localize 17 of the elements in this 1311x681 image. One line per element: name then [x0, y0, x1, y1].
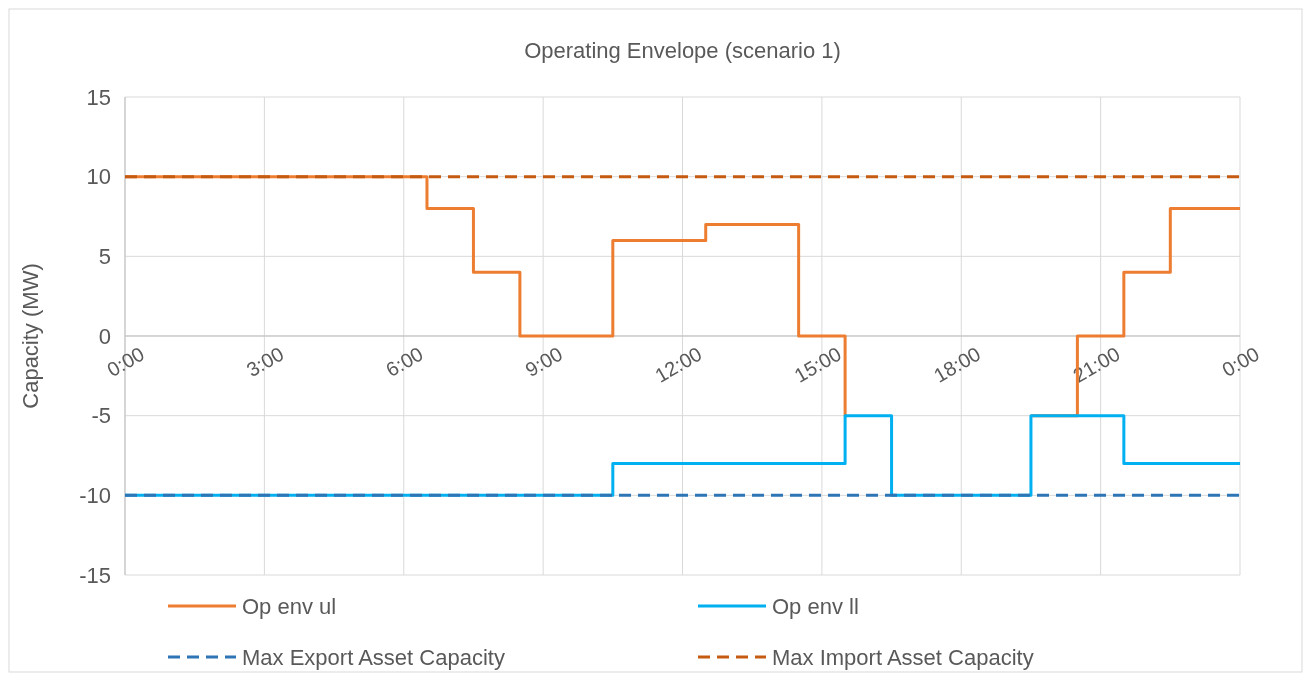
y-tick-label: -5 [91, 403, 111, 429]
y-tick-label: 0 [98, 323, 111, 349]
legend-label: Max Export Asset Capacity [242, 644, 505, 670]
legend-label: Op env ul [242, 593, 337, 619]
chart-title: Operating Envelope (scenario 1) [524, 38, 841, 63]
x-tick-label: 3:00 [242, 342, 288, 382]
y-tick-label: -10 [79, 483, 111, 509]
y-tick-label: 5 [98, 244, 111, 270]
y-tick-label: 10 [86, 164, 111, 190]
y-axis-title: Capacity (MW) [18, 263, 43, 409]
x-tick-label: 9:00 [521, 342, 567, 382]
x-tick-label: 0:00 [1218, 342, 1263, 382]
legend-label: Max Import Asset Capacity [772, 644, 1034, 670]
y-tick-label: -15 [79, 562, 111, 588]
legend-label: Op env ll [772, 593, 859, 619]
x-tick-label: 6:00 [382, 342, 427, 382]
y-tick-label: 15 [86, 84, 111, 110]
